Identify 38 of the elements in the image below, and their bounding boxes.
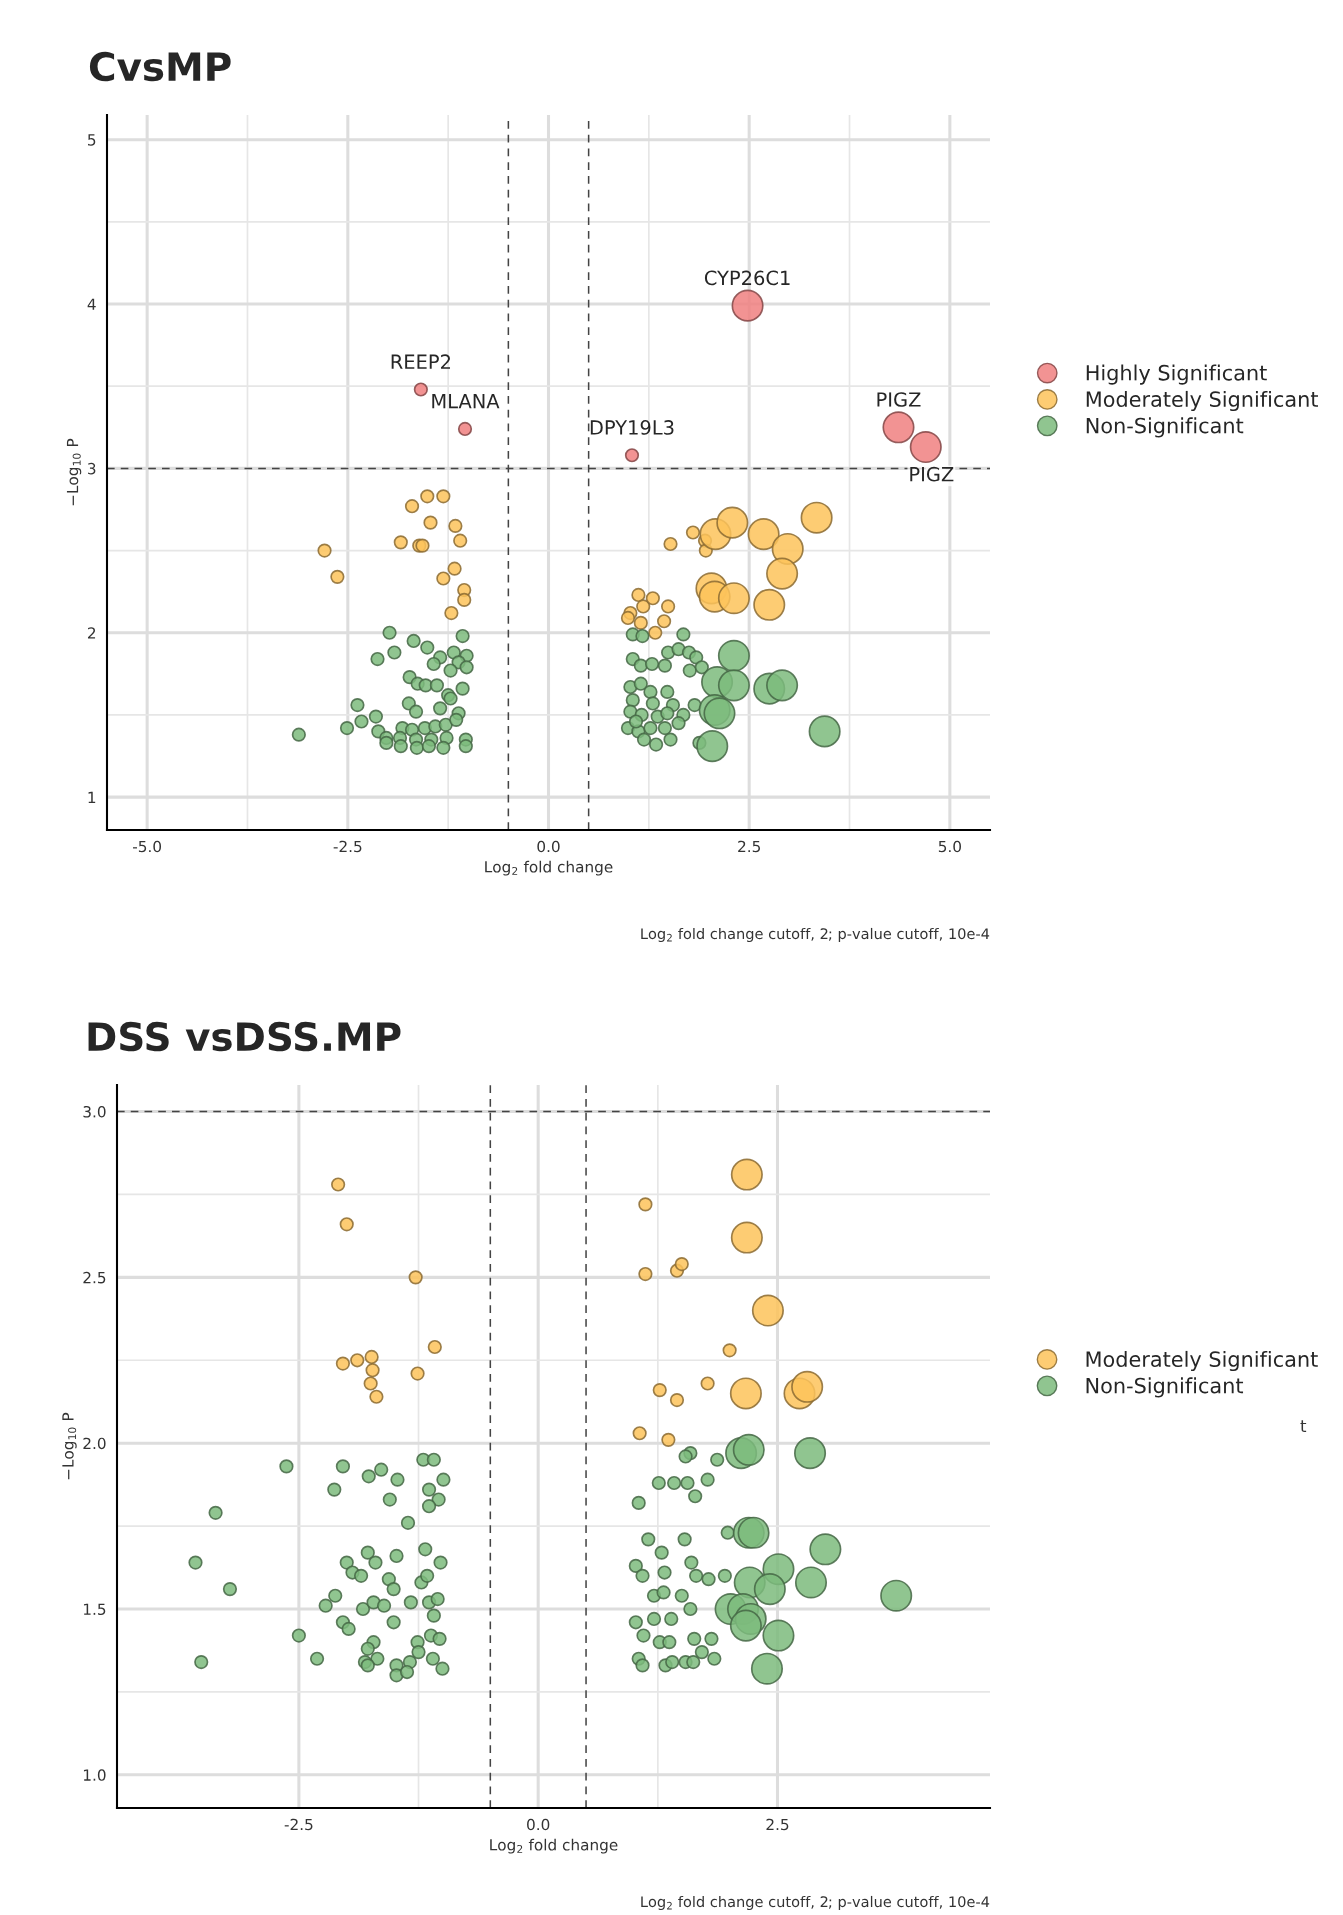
text: Log$_{2}$ fold change cutoff, 2; p-value cutoff, 10e-4	[641, 927, 990, 943]
legend-label: Highly Significant	[1086, 364, 1267, 385]
y-axis-title: −Log$_{10}$ P	[66, 438, 82, 506]
legend-label: Moderately Significant	[1086, 1350, 1318, 1372]
legend-label: Moderately Significant	[1086, 390, 1319, 412]
annotation: REEP2	[391, 354, 451, 369]
y-tick-label: 2	[87, 627, 96, 639]
y-tick-label: 1.5	[83, 1603, 106, 1616]
x-tick-label: 2.5	[766, 1818, 789, 1831]
y-tick-label: 1	[88, 791, 96, 803]
x-tick-label: -2.5	[333, 840, 362, 853]
legend-label: Non-Significant	[1086, 1377, 1244, 1398]
text: Log$_{2}$ fold change cutoff, 2; p-value cutoff, 10e-4	[641, 1895, 990, 1911]
annotation: MLANA	[432, 394, 500, 409]
x-axis-title: Log$_{2}$ fold change	[490, 1838, 618, 1854]
annotation: DPY19L3	[590, 420, 674, 435]
text: t	[1300, 1420, 1307, 1432]
x-axis-title: Log$_{2}$ fold change	[485, 860, 613, 876]
x-tick-label: 0.0	[537, 840, 560, 853]
y-tick-label: 2.5	[83, 1271, 106, 1284]
x-tick-label: -5.0	[132, 840, 162, 853]
annotation: CYP26C1	[704, 270, 790, 286]
x-tick-label: 2.5	[738, 840, 760, 853]
legend-label: Non-Significant	[1086, 417, 1244, 438]
chart-title: DSS vsDSS.MP	[88, 1021, 401, 1052]
x-tick-label: -2.5	[284, 1818, 313, 1831]
x-tick-label: 0.0	[527, 1818, 550, 1831]
chart-title: CvsMP	[89, 51, 231, 82]
y-tick-label: 2.0	[83, 1437, 106, 1450]
annotation: PIGZ	[910, 466, 954, 482]
x-tick-label: 5.0	[938, 840, 961, 853]
y-tick-label: 1.0	[83, 1769, 106, 1781]
annotation: PIGZ	[877, 392, 921, 407]
y-tick-label: 3	[88, 462, 96, 475]
y-tick-label: 3.0	[83, 1106, 106, 1118]
y-axis-title: −Log$_{10}$ P	[62, 1412, 77, 1480]
y-tick-label: 4	[87, 298, 96, 310]
y-tick-label: 5	[88, 134, 96, 146]
